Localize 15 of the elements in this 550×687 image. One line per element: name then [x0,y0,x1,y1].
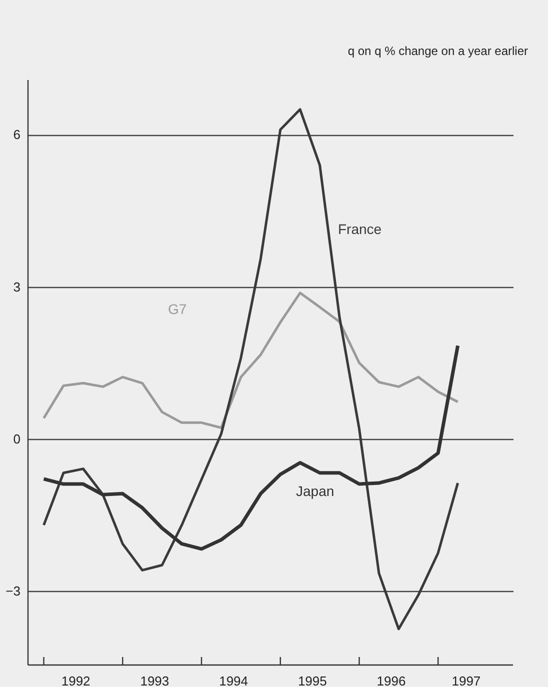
line-series [42,292,460,430]
y-tick-label: −3 [6,583,20,598]
x-tick-label: 1995 [298,674,327,687]
y-axis-title: q on q % change on a year earlier [348,44,528,58]
y-tick-label: 0 [13,431,20,446]
x-tick-label: 1994 [219,674,248,687]
y-tick-label: 3 [13,279,20,294]
series-label: Japan [296,483,334,499]
series-label: France [338,221,382,237]
text: G7 [168,301,187,317]
x-tick-label: 1993 [140,674,170,687]
y-tick-label: 6 [13,127,20,142]
x-tick-label: 1992 [61,674,90,687]
x-tick-label: 1996 [376,674,406,687]
x-tick-label: 1997 [452,674,481,687]
